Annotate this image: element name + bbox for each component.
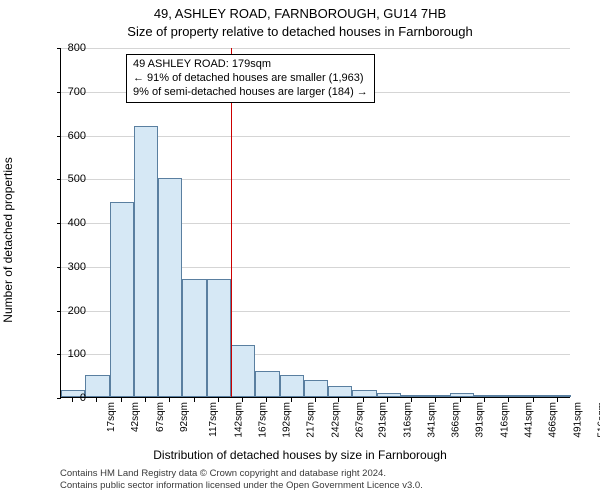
title-line-2: Size of property relative to detached ho… [0, 24, 600, 39]
x-tick-mark [533, 398, 534, 402]
y-tick-label: 700 [46, 86, 86, 98]
histogram-bar [158, 178, 182, 397]
histogram-bar [304, 380, 328, 398]
x-tick-label: 42sqm [130, 402, 141, 432]
x-tick-label: 167sqm [257, 402, 268, 438]
x-tick-label: 267sqm [355, 402, 366, 438]
histogram-bar [328, 386, 352, 397]
y-tick-label: 0 [46, 392, 86, 404]
x-tick-mark [484, 398, 485, 402]
x-tick-mark [218, 398, 219, 402]
x-axis-label: Distribution of detached houses by size … [0, 448, 600, 462]
x-tick-mark [363, 398, 364, 402]
x-tick-label: 441sqm [524, 402, 535, 438]
x-tick-mark [169, 398, 170, 402]
x-tick-label: 416sqm [499, 402, 510, 438]
histogram-bar [401, 395, 425, 397]
histogram-bar [377, 393, 401, 397]
histogram-bar [450, 393, 474, 397]
y-tick-label: 400 [46, 217, 86, 229]
x-tick-label: 92sqm [179, 402, 190, 432]
chart-container: 49, ASHLEY ROAD, FARNBOROUGH, GU14 7HB S… [0, 0, 600, 500]
y-tick-label: 800 [46, 42, 86, 54]
x-tick-label: 316sqm [402, 402, 413, 438]
x-tick-mark [338, 398, 339, 402]
histogram-bar [352, 390, 376, 397]
histogram-bar [498, 395, 522, 397]
x-tick-label: 466sqm [548, 402, 559, 438]
x-tick-label: 242sqm [330, 402, 341, 438]
x-tick-mark [194, 398, 195, 402]
x-tick-mark [315, 398, 316, 402]
x-tick-mark [242, 398, 243, 402]
x-tick-label: 17sqm [106, 402, 117, 432]
histogram-bar [207, 279, 231, 397]
y-tick-label: 300 [46, 261, 86, 273]
x-tick-label: 117sqm [208, 402, 219, 437]
x-tick-mark [411, 398, 412, 402]
y-tick-label: 600 [46, 130, 86, 142]
histogram-bar [255, 371, 279, 397]
histogram-bar [134, 126, 158, 397]
credits-line-1: Contains HM Land Registry data © Crown c… [60, 468, 423, 480]
annotation-box: 49 ASHLEY ROAD: 179sqm← 91% of detached … [126, 54, 375, 103]
plot-area: 49 ASHLEY ROAD: 179sqm← 91% of detached … [60, 48, 570, 398]
x-tick-mark [291, 398, 292, 402]
x-tick-label: 341sqm [426, 402, 437, 438]
histogram-bar [425, 395, 449, 397]
histogram-bar [231, 345, 255, 398]
x-tick-label: 291sqm [378, 402, 389, 438]
grid-line [61, 48, 570, 49]
x-tick-mark [460, 398, 461, 402]
x-tick-mark [435, 398, 436, 402]
x-tick-mark [387, 398, 388, 402]
title-line-1: 49, ASHLEY ROAD, FARNBOROUGH, GU14 7HB [0, 6, 600, 21]
credits: Contains HM Land Registry data © Crown c… [60, 468, 423, 492]
annotation-line: 49 ASHLEY ROAD: 179sqm [133, 58, 368, 72]
x-tick-label: 67sqm [155, 402, 166, 432]
x-tick-mark [72, 398, 73, 402]
y-tick-label: 200 [46, 305, 86, 317]
x-tick-mark [266, 398, 267, 402]
annotation-line: ← 91% of detached houses are smaller (1,… [133, 72, 368, 86]
x-tick-mark [557, 398, 558, 402]
x-tick-mark [508, 398, 509, 402]
x-tick-mark [121, 398, 122, 402]
annotation-line: 9% of semi-detached houses are larger (1… [133, 86, 368, 100]
x-tick-label: 217sqm [306, 402, 317, 438]
y-tick-label: 100 [46, 348, 86, 360]
y-axis-label: Number of detached properties [1, 157, 15, 322]
histogram-bar [280, 375, 304, 397]
histogram-bar [522, 395, 546, 397]
histogram-bar [110, 202, 134, 397]
x-tick-label: 192sqm [282, 402, 293, 438]
credits-line-2: Contains public sector information licen… [60, 480, 423, 492]
x-tick-label: 391sqm [475, 402, 486, 438]
x-tick-mark [96, 398, 97, 402]
x-tick-label: 491sqm [572, 402, 583, 438]
x-tick-label: 142sqm [233, 402, 244, 438]
y-tick-label: 500 [46, 173, 86, 185]
histogram-bar [85, 375, 109, 397]
x-tick-mark [145, 398, 146, 402]
x-tick-label: 516sqm [596, 402, 600, 438]
histogram-bar [182, 279, 206, 397]
histogram-bar [474, 395, 498, 397]
x-tick-label: 366sqm [451, 402, 462, 438]
histogram-bar [547, 395, 571, 397]
